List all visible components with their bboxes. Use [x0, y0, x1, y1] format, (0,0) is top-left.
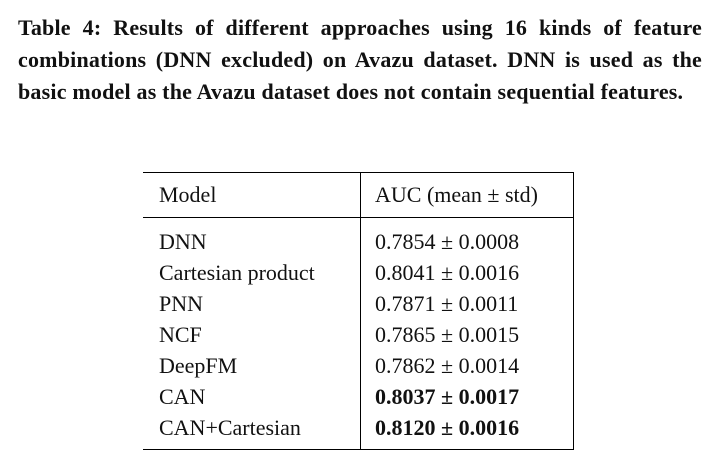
header-cell: Model — [143, 172, 361, 218]
auc-cell: 0.7854 ± 0.0008 — [360, 217, 574, 257]
model-cell: DNN — [159, 228, 207, 254]
row: CAN+Cartesian 0.8120 ± 0.0016 — [143, 412, 574, 450]
model-cell: NCF — [159, 321, 202, 347]
auc-cell: 0.8120 ± 0.0016 — [360, 412, 574, 450]
model-cell: Cartesian product — [159, 259, 315, 285]
auc-cell: 0.7865 ± 0.0015 — [360, 319, 574, 350]
results-table: Model AUC (mean ± std) DNN 0.7854 ± 0.000… — [143, 172, 574, 450]
model-cell: CAN — [159, 383, 206, 409]
row: PNN 0.7871 ± 0.0011 — [143, 288, 574, 319]
row: Cartesian product 0.8041 ± 0.0016 — [143, 257, 574, 288]
row: DNN 0.7854 ± 0.0008 — [143, 217, 574, 257]
row: DeepFM 0.7862 ± 0.0014 — [143, 350, 574, 381]
model-cell: CAN+Cartesian — [159, 414, 301, 440]
table-caption: Table 4: Results of different approaches… — [18, 15, 702, 104]
auc-cell: 0.7862 ± 0.0014 — [360, 350, 574, 381]
header-row: Model AUC (mean ± std) — [143, 172, 574, 218]
auc-cell: 0.7871 ± 0.0011 — [360, 288, 574, 319]
auc-cell: 0.8037 ± 0.0017 — [360, 381, 574, 412]
model-cell: DeepFM — [159, 352, 238, 378]
auc-cell: 0.8041 ± 0.0016 — [360, 257, 574, 288]
model-cell: PNN — [159, 290, 204, 316]
row: NCF 0.7865 ± 0.0015 — [143, 319, 574, 350]
header-cell: AUC (mean ± std) — [360, 172, 574, 218]
row: CAN 0.8037 ± 0.0017 — [143, 381, 574, 412]
